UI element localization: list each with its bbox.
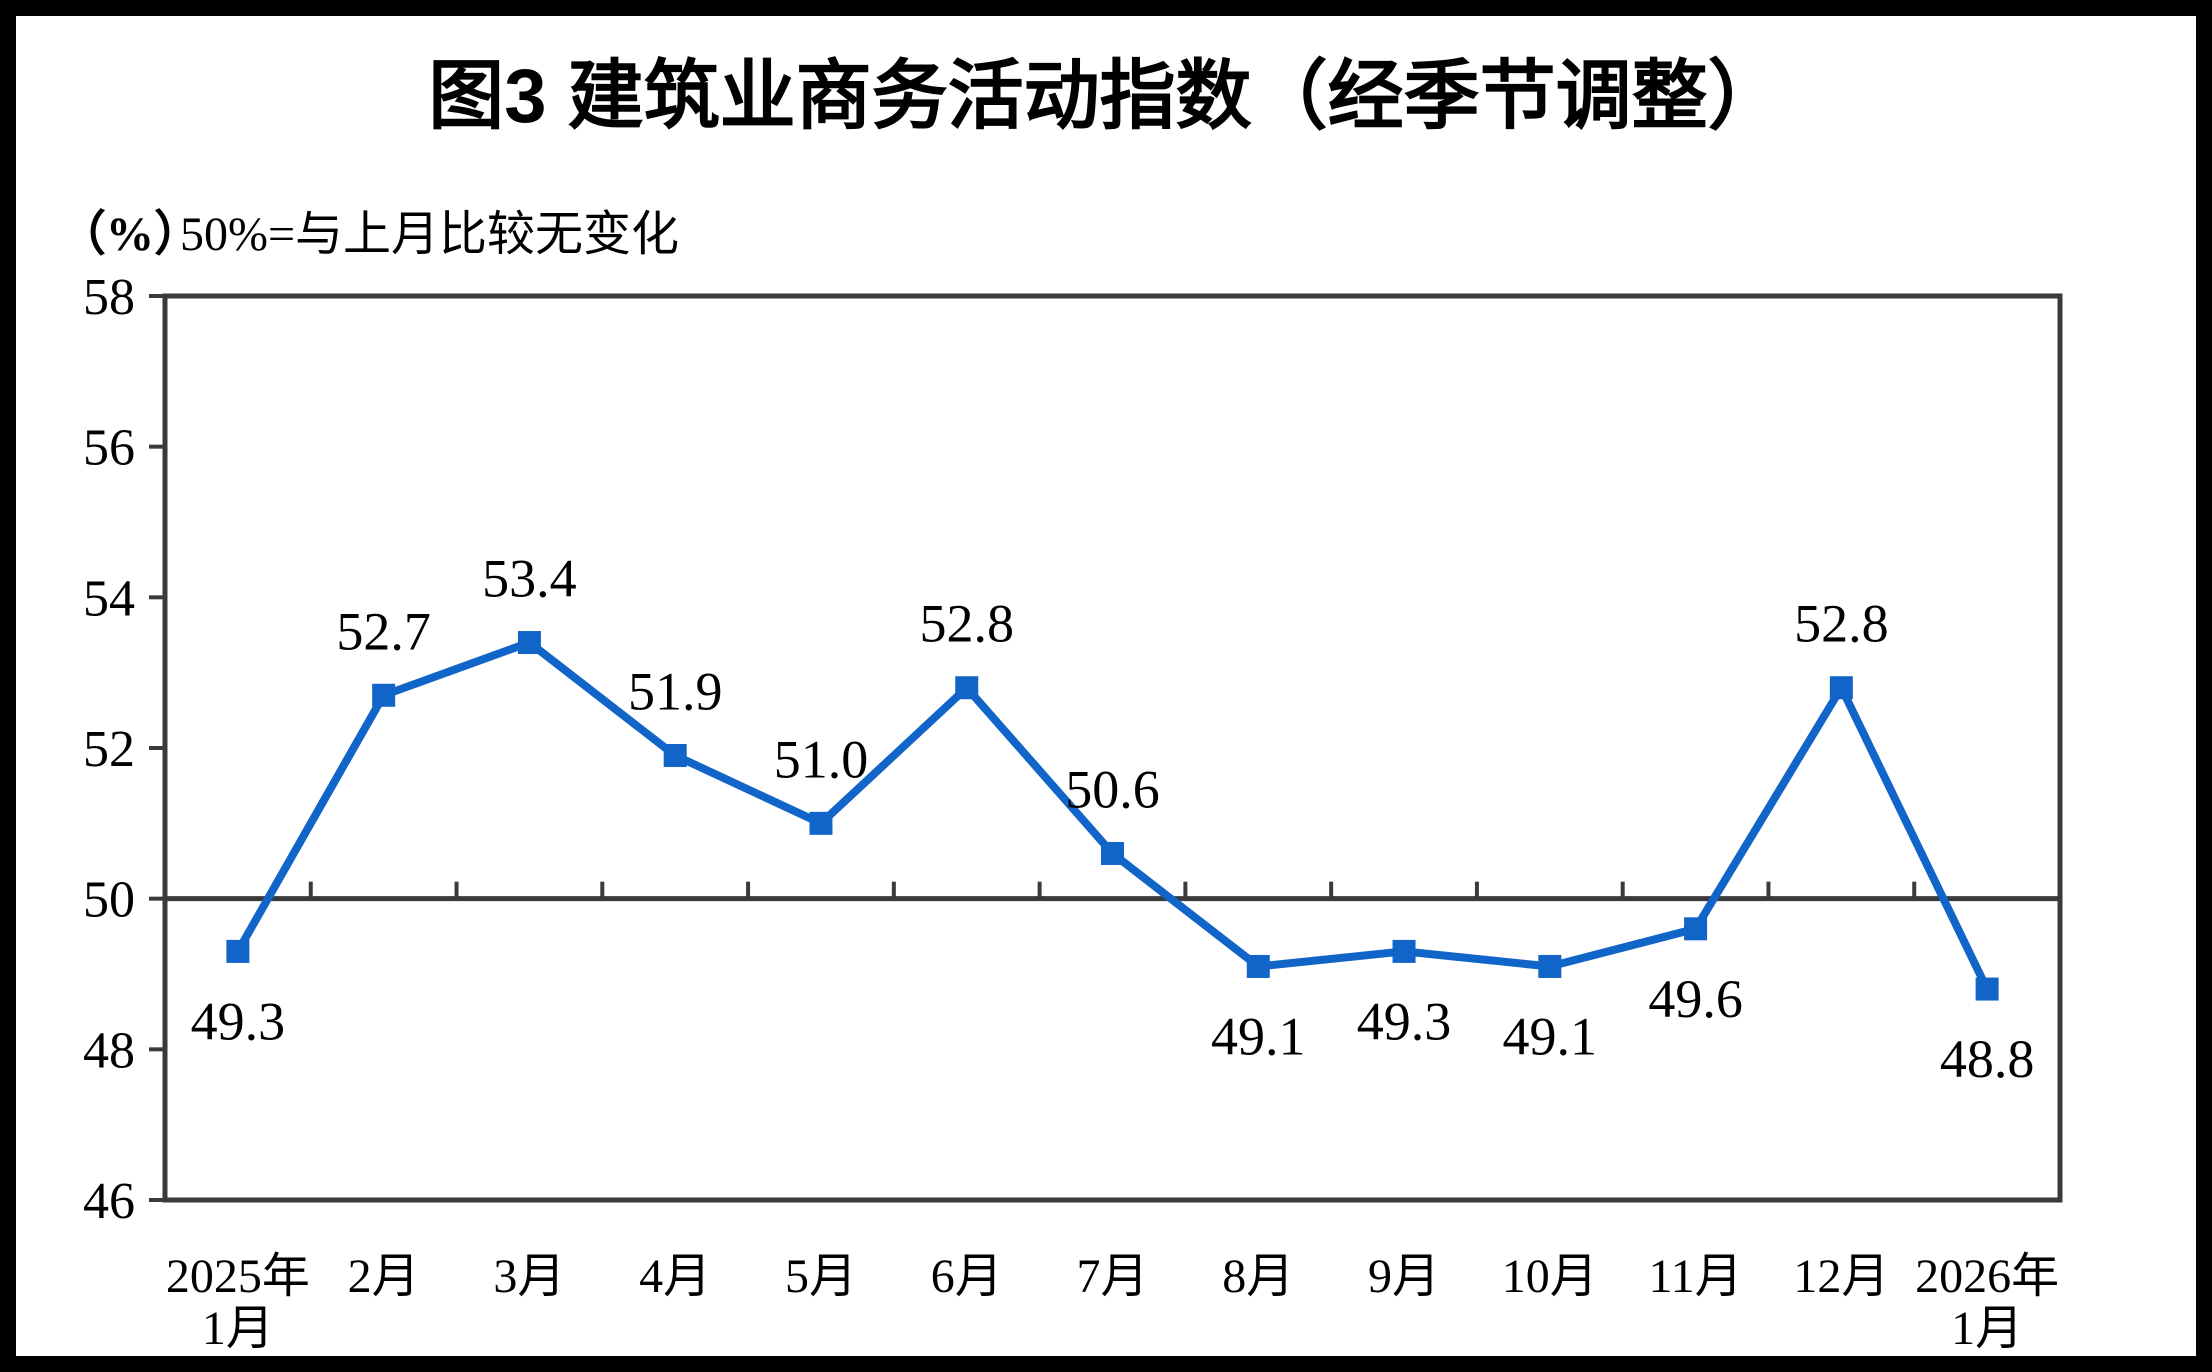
x-axis-tick-label: 8月 (1222, 1250, 1294, 1303)
data-point-label: 50.6 (1065, 759, 1160, 819)
data-point-label: 52.8 (1794, 594, 1889, 654)
x-axis-tick-label: 12月 (1793, 1250, 1889, 1303)
x-axis-tick-label-line: 8月 (1222, 1250, 1294, 1303)
x-axis-tick-label-line: 12月 (1793, 1250, 1889, 1303)
x-axis-tick-label-line: 1月 (1951, 1302, 2023, 1355)
chart-title: 图3 建筑业商务活动指数（经季节调整） (428, 54, 1783, 139)
reference-note: 50%=与上月比较无变化 (180, 208, 679, 261)
x-axis-tick-label-line: 5月 (785, 1250, 857, 1303)
x-axis-tick-label: 10月 (1502, 1250, 1598, 1303)
data-point-marker (1101, 841, 1124, 865)
y-axis-unit-label: （%） (58, 208, 202, 261)
data-point-marker (1246, 954, 1270, 978)
data-point-marker (517, 631, 541, 655)
x-axis-tick-label-line: 1月 (202, 1302, 274, 1355)
x-axis-tick-label-line: 4月 (639, 1250, 711, 1303)
data-point-marker (226, 939, 250, 963)
y-axis-tick-label: 52 (83, 721, 135, 778)
data-point-marker (1538, 954, 1562, 978)
x-axis-tick-label: 2025年 1月 (166, 1250, 310, 1355)
x-axis-tick-label-line: 2026年 (1915, 1250, 2059, 1303)
y-axis-tick-label: 54 (83, 570, 135, 627)
x-axis-tick-label: 4月 (639, 1250, 711, 1303)
y-axis-tick-label: 56 (83, 420, 135, 477)
x-axis-tick-label-line: 2025年 (166, 1250, 310, 1303)
x-axis-tick-label-line: 11月 (1648, 1250, 1742, 1303)
x-axis-tick-label: 6月 (931, 1250, 1003, 1303)
y-axis-tick-label: 50 (83, 872, 135, 929)
x-axis-tick-label: 5月 (785, 1250, 857, 1303)
x-axis-tick-label: 2月 (348, 1250, 420, 1303)
data-point-marker (1829, 676, 1853, 700)
data-point-marker (809, 811, 833, 835)
data-point-label: 51.0 (774, 729, 869, 789)
data-point-marker (1392, 939, 1416, 963)
data-point-label: 49.1 (1503, 1006, 1598, 1066)
data-point-label: 52.8 (919, 594, 1014, 654)
data-point-marker (1684, 917, 1708, 941)
data-point-label: 49.3 (1357, 991, 1452, 1051)
plot-border (162, 293, 2063, 1203)
y-axis-tick-label: 46 (83, 1173, 135, 1230)
x-axis-tick-label-line: 2月 (348, 1250, 420, 1303)
x-axis-tick-label: 7月 (1076, 1250, 1148, 1303)
x-axis-tick-label-line: 9月 (1368, 1250, 1440, 1303)
data-point-marker (1975, 977, 1999, 1001)
x-axis-tick-label: 2026年 1月 (1915, 1250, 2059, 1355)
data-point-marker (955, 676, 979, 700)
x-axis-tick-label: 3月 (493, 1250, 565, 1303)
x-axis-tick-label-line: 7月 (1076, 1250, 1148, 1303)
data-point-label: 51.9 (628, 662, 723, 722)
y-axis-tick-label: 48 (83, 1022, 135, 1079)
x-axis-tick-label: 11月 (1648, 1250, 1742, 1303)
data-point-marker (663, 744, 687, 768)
x-axis-tick-label-line: 10月 (1502, 1250, 1598, 1303)
data-point-label: 49.1 (1211, 1006, 1306, 1066)
plot-area: 58 56 54 52 50 48 46 49.3 52.7 53.4 51.9 51.0 52.8 50… (83, 269, 2063, 1355)
data-point-label: 48.8 (1940, 1029, 2035, 1089)
x-axis-tick-label-line: 3月 (493, 1250, 565, 1303)
x-axis-tick-label-line: 6月 (931, 1250, 1003, 1303)
data-point-marker (372, 683, 396, 707)
x-axis-tick-label: 9月 (1368, 1250, 1440, 1303)
data-point-label: 52.7 (336, 601, 431, 661)
data-point-label: 49.3 (191, 991, 286, 1051)
data-point-label: 53.4 (482, 549, 577, 609)
data-point-label: 49.6 (1648, 969, 1743, 1029)
y-axis-tick-label: 58 (83, 269, 135, 326)
construction-pmi-chart: 图3 建筑业商务活动指数（经季节调整） （%） 50%=与上月比较无变化 585… (58, 54, 2063, 1355)
